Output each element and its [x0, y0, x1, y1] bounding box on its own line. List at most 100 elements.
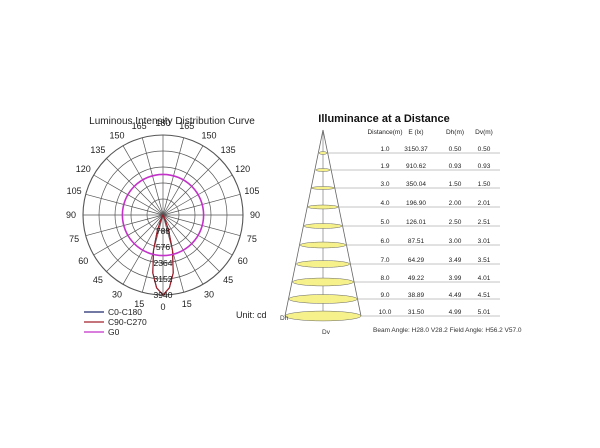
table-cell: 3150.37 — [404, 146, 428, 153]
cone-side-left — [284, 129, 324, 317]
angle-label-right-30: 30 — [204, 290, 214, 300]
table-cell: 1.50 — [478, 181, 491, 188]
table-cell: 126.01 — [406, 219, 426, 226]
cone-ellipse — [307, 204, 339, 210]
table-cell: 4.99 — [449, 309, 462, 316]
table-header: Dh(m) — [446, 129, 464, 136]
radial-label: 3152 — [154, 274, 173, 284]
table-cell: 3.49 — [449, 257, 462, 264]
angle-label-15: 15 — [134, 299, 144, 309]
cone-ellipse — [292, 277, 354, 287]
table-cell: 4.51 — [478, 292, 491, 299]
angle-label-150: 150 — [109, 130, 124, 140]
table-cell: 3.0 — [380, 181, 389, 188]
legend-label: C90-C270 — [108, 317, 147, 327]
table-cell: 31.50 — [408, 309, 425, 316]
cone-title: Illuminance at a Distance — [318, 113, 449, 125]
table-cell: 3.99 — [449, 275, 462, 282]
cone-ellipse — [288, 294, 358, 304]
beam-field-angle: Beam Angle: H28.0 V28.2 Field Angle: H56… — [373, 327, 522, 334]
polar-chart: Luminous Intensity Distribution Curve 18… — [66, 116, 267, 337]
angle-label-right-90: 90 — [250, 210, 260, 220]
illuminance-table: Distance(m) E (lx) Dh(m) Dv(m) 1.0 3150.37 0.5… — [367, 129, 492, 316]
table-cell: 3.00 — [449, 238, 462, 245]
angle-label-75: 75 — [69, 234, 79, 244]
table-header: Dv(m) — [475, 129, 493, 136]
radial-label: 2364 — [154, 258, 173, 268]
radial-label: 576 — [156, 242, 170, 252]
table-cell: 0.50 — [449, 146, 462, 153]
cone-ellipse — [318, 151, 328, 155]
legend-label: G0 — [108, 327, 120, 337]
table-cell: 38.89 — [408, 292, 425, 299]
polar-curves — [121, 173, 205, 296]
table-header: Distance(m) — [367, 129, 402, 136]
table-cell: 49.22 — [408, 275, 425, 282]
angle-label-90: 90 — [66, 210, 76, 220]
angle-label-165: 165 — [132, 121, 147, 131]
angle-label-60: 60 — [78, 256, 88, 266]
table-cell: 350.04 — [406, 181, 426, 188]
table-cell: 10.0 — [379, 309, 392, 316]
table-cell: 196.90 — [406, 200, 426, 207]
table-cell: 9.0 — [380, 292, 389, 299]
dv-label: Dv — [322, 329, 331, 336]
angle-label-180: 180 — [155, 118, 170, 128]
table-cell: 1.0 — [380, 146, 389, 153]
angle-label-right-60: 60 — [238, 256, 248, 266]
cone-body — [284, 129, 500, 322]
table-header: E (lx) — [408, 129, 423, 136]
table-cell: 64.29 — [408, 257, 425, 264]
table-cell: 4.0 — [380, 200, 389, 207]
unit-label: Unit: cd — [236, 310, 267, 320]
series-c90-c270-curve — [152, 213, 174, 296]
cone-side-right — [322, 129, 362, 317]
table-cell: 5.0 — [380, 219, 389, 226]
table-cell: 0.93 — [478, 163, 491, 170]
dh-label: Dh — [280, 315, 289, 322]
radial-label: 3940 — [154, 290, 173, 300]
table-cell: 5.01 — [478, 309, 491, 316]
polar-title: Luminous Intensity Distribution Curve — [89, 116, 255, 127]
cone-ellipse — [299, 241, 347, 249]
polar-radial-labels: 788 576 2364 3152 3940 — [154, 226, 173, 300]
cone-ellipse — [284, 310, 362, 322]
angle-label-120: 120 — [76, 164, 91, 174]
angle-label-45: 45 — [93, 275, 103, 285]
table-cell: 8.0 — [380, 275, 389, 282]
table-cell: 4.01 — [478, 275, 491, 282]
table-cell: 910.62 — [406, 163, 426, 170]
angle-label-right-15: 15 — [182, 299, 192, 309]
angle-label-right-75: 75 — [247, 234, 257, 244]
angle-label-30: 30 — [112, 290, 122, 300]
table-cell: 0.93 — [449, 163, 462, 170]
legend-label: C0-C180 — [108, 307, 142, 317]
table-cell: 0.50 — [478, 146, 491, 153]
table-cell: 4.49 — [449, 292, 462, 299]
illuminance-cone: Illuminance at a Distance Distance(m) E (… — [280, 113, 522, 336]
table-cell: 3.51 — [478, 257, 491, 264]
angle-label-right-150: 150 — [201, 130, 216, 140]
cone-ellipse — [311, 186, 335, 190]
angle-label-right-165: 165 — [179, 121, 194, 131]
table-cell: 2.50 — [449, 219, 462, 226]
series-g0-curve — [121, 173, 205, 257]
angle-label-right-105: 105 — [244, 186, 259, 196]
cone-ellipse — [296, 260, 350, 268]
angle-label-right-45: 45 — [223, 275, 233, 285]
angle-label-right-135: 135 — [221, 145, 236, 155]
angle-label-0: 0 — [160, 302, 165, 312]
radial-label: 788 — [156, 226, 170, 236]
table-cell: 87.51 — [408, 238, 425, 245]
table-cell: 7.0 — [380, 257, 389, 264]
table-cell: 1.50 — [449, 181, 462, 188]
table-cell: 6.0 — [380, 238, 389, 245]
angle-label-right-120: 120 — [235, 164, 250, 174]
table-cell: 2.51 — [478, 219, 491, 226]
cone-ellipse — [315, 168, 331, 172]
angle-label-105: 105 — [67, 186, 82, 196]
